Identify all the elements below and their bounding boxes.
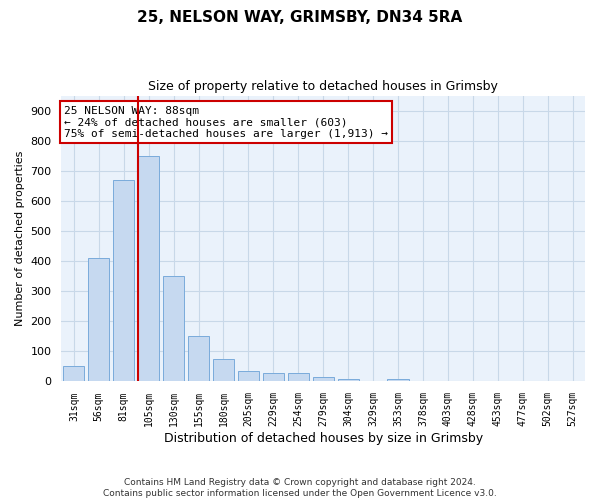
- Bar: [238, 371, 259, 382]
- Bar: [138, 156, 159, 382]
- Y-axis label: Number of detached properties: Number of detached properties: [15, 151, 25, 326]
- Bar: [163, 276, 184, 382]
- Text: 25 NELSON WAY: 88sqm
← 24% of detached houses are smaller (603)
75% of semi-deta: 25 NELSON WAY: 88sqm ← 24% of detached h…: [64, 106, 388, 139]
- Bar: [287, 373, 309, 382]
- Bar: [338, 379, 359, 382]
- Text: 25, NELSON WAY, GRIMSBY, DN34 5RA: 25, NELSON WAY, GRIMSBY, DN34 5RA: [137, 10, 463, 25]
- Bar: [213, 359, 234, 382]
- Bar: [313, 377, 334, 382]
- Bar: [113, 180, 134, 382]
- Bar: [88, 258, 109, 382]
- Bar: [388, 379, 409, 382]
- Bar: [188, 336, 209, 382]
- Title: Size of property relative to detached houses in Grimsby: Size of property relative to detached ho…: [148, 80, 498, 93]
- Bar: [63, 366, 85, 382]
- Bar: [263, 373, 284, 382]
- X-axis label: Distribution of detached houses by size in Grimsby: Distribution of detached houses by size …: [164, 432, 483, 445]
- Text: Contains HM Land Registry data © Crown copyright and database right 2024.
Contai: Contains HM Land Registry data © Crown c…: [103, 478, 497, 498]
